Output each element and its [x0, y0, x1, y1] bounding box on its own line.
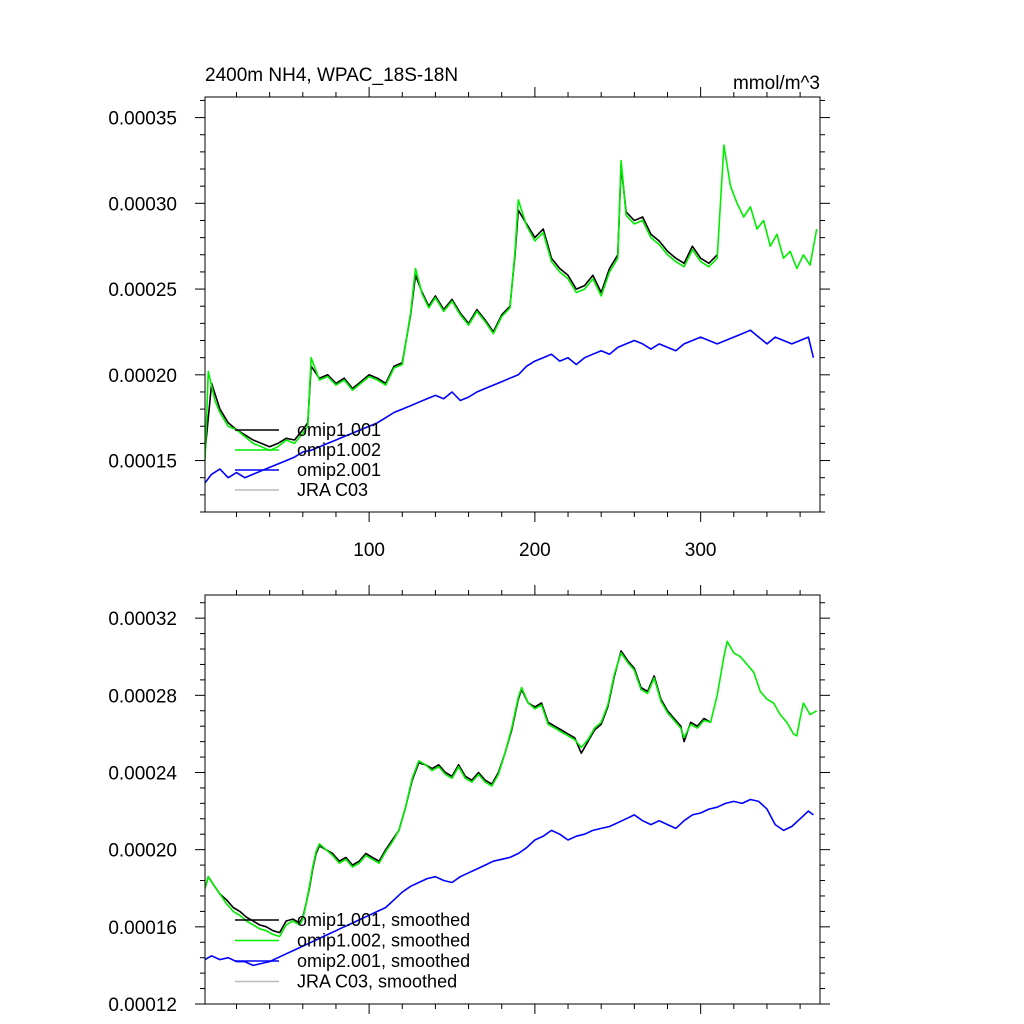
series-line-3: [205, 329, 815, 484]
legend-label: JRA C03: [297, 480, 368, 500]
y-tick-label: 0.00035: [108, 109, 177, 130]
series-line-2: [205, 640, 818, 938]
x-tick-label: 200: [519, 540, 551, 561]
y-tick-label: 0.00032: [108, 609, 177, 630]
series-line-2: [205, 144, 818, 461]
y-tick-label: 0.00030: [108, 194, 177, 215]
legend-label: JRA C03, smoothed: [297, 972, 457, 992]
y-tick-label: 0.00012: [108, 995, 177, 1016]
x-tick-label: 300: [685, 540, 717, 561]
y-tick-label: 0.00024: [108, 763, 177, 784]
legend-label: omip1.002, smoothed: [297, 931, 470, 951]
legend-label: omip1.001, smoothed: [297, 910, 470, 930]
plot-frame: [204, 96, 821, 513]
chart-units: mmol/m^3: [733, 73, 820, 94]
chart-title: 2400m NH4, WPAC_18S-18N: [205, 65, 458, 86]
legend-label: omip1.001: [297, 420, 381, 440]
series-line-1: [205, 164, 718, 453]
legend-label: omip2.001: [297, 460, 381, 480]
plot-frame: [204, 594, 821, 1005]
y-tick-label: 0.00028: [108, 686, 177, 707]
series-line-3: [205, 798, 814, 967]
y-tick-label: 0.00025: [108, 280, 177, 301]
y-tick-label: 0.00016: [108, 918, 177, 939]
legend-label: omip2.001, smoothed: [297, 951, 470, 971]
legend-label: omip1.002: [297, 440, 381, 460]
x-tick-label: 100: [353, 540, 385, 561]
series-line-1: [205, 650, 711, 934]
y-tick-label: 0.00020: [108, 366, 177, 387]
y-tick-label: 0.00020: [108, 841, 177, 862]
chart-panel-1: 0.00015 0.00020 0.00025 0.00030 0.00035 100 20…: [108, 65, 830, 561]
y-tick-label: 0.00015: [108, 452, 177, 473]
chart-panel-2: 0.00012 0.00016 0.00020 0.00024 0.00028 0.000…: [108, 585, 830, 1016]
